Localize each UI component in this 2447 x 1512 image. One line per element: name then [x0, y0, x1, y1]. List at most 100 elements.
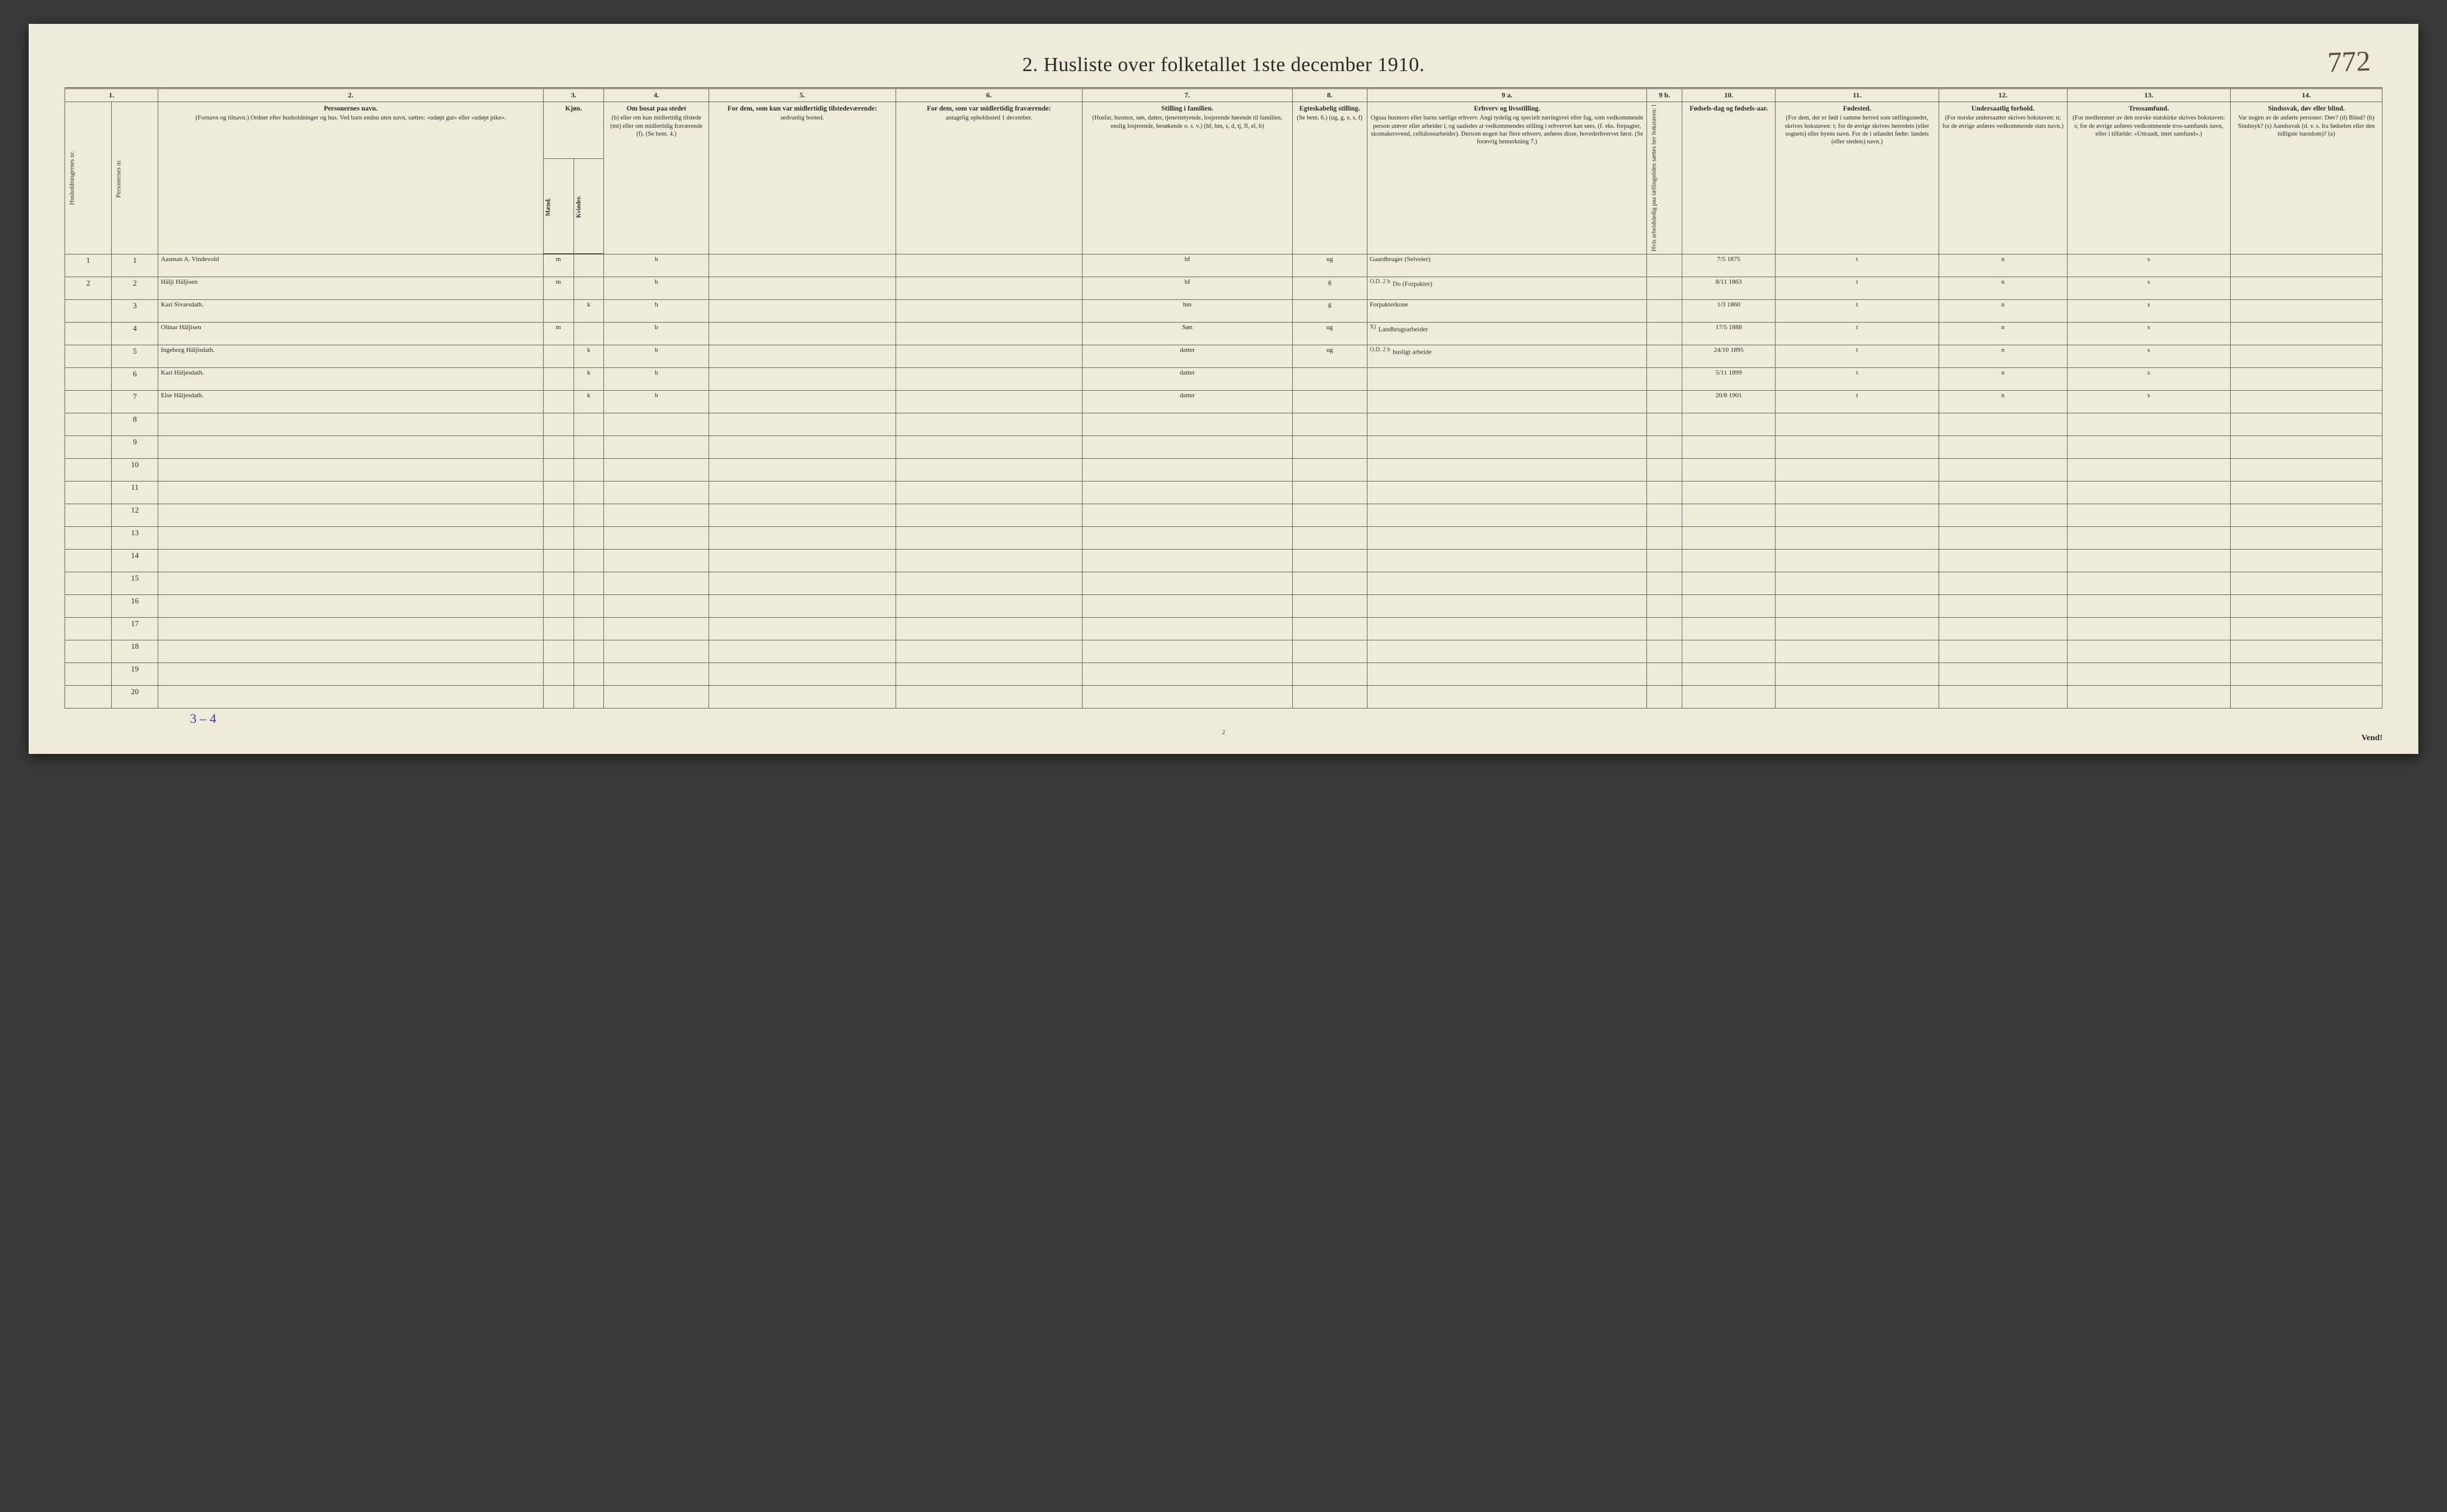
- head-family-pos: Stilling i familien. (Husfar, husmor, sø…: [1083, 102, 1293, 254]
- cell-empty: [158, 617, 544, 640]
- cell-empty: [2067, 504, 2230, 526]
- cell-name: Aasman A. Vindevold: [158, 254, 544, 277]
- head-temp-present: For dem, som kun var midlertidig tilsted…: [709, 102, 896, 254]
- head-c13-main: Trossamfund.: [2071, 105, 2227, 113]
- colnum-2: 2.: [158, 88, 544, 102]
- cell-nationality: n: [1939, 367, 2067, 390]
- cell-empty: [1647, 458, 1682, 481]
- cell-unemployed: [1647, 254, 1682, 277]
- cell-temp-present: [709, 254, 896, 277]
- cell-empty: [158, 526, 544, 549]
- cell-temp-absent: [896, 390, 1083, 413]
- cell-person-nr: 4: [112, 322, 158, 345]
- cell-empty: [604, 504, 709, 526]
- cell-empty: [1682, 458, 1776, 481]
- cell-birth: 20/8 1901: [1682, 390, 1776, 413]
- cell-empty: [1682, 481, 1776, 504]
- table-body: 11Aasman A. VindevoldmbhfugGaardbruger (…: [65, 254, 2382, 708]
- table-row: 15: [65, 572, 2382, 594]
- cell-marital: ug: [1292, 254, 1367, 277]
- cell-empty: [1682, 549, 1776, 572]
- cell-empty: [2230, 526, 2382, 549]
- cell-empty: [543, 640, 574, 663]
- turn-over-label: Vend!: [2362, 734, 2382, 743]
- cell-household-nr: 1: [65, 254, 112, 277]
- cell-sex-m: [543, 345, 574, 367]
- cell-nationality: n: [1939, 254, 2067, 277]
- cell-empty: [2067, 640, 2230, 663]
- cell-occupation: [1367, 390, 1647, 413]
- cell-empty: [158, 549, 544, 572]
- head-c13-sub: (For medlemmer av den norske statskirke …: [2072, 115, 2225, 137]
- cell-empty: [2067, 685, 2230, 708]
- cell-empty: [158, 435, 544, 458]
- cell-empty: [1939, 413, 2067, 435]
- table-row: 12: [65, 504, 2382, 526]
- cell-empty: [1367, 481, 1647, 504]
- cell-household-nr: [65, 345, 112, 367]
- cell-empty: [543, 458, 574, 481]
- cell-household-nr: [65, 435, 112, 458]
- cell-empty: [896, 458, 1083, 481]
- cell-empty: [1682, 572, 1776, 594]
- cell-person-nr: 17: [112, 617, 158, 640]
- cell-sex-k: k: [574, 299, 604, 322]
- cell-birth: 24/10 1895: [1682, 345, 1776, 367]
- table-row: 14: [65, 549, 2382, 572]
- cell-empty: [1776, 617, 1939, 640]
- cell-empty: [1776, 663, 1939, 685]
- cell-empty: [896, 572, 1083, 594]
- cell-birthplace: t: [1776, 367, 1939, 390]
- cell-empty: [574, 458, 604, 481]
- cell-temp-absent: [896, 277, 1083, 299]
- cell-empty: [158, 594, 544, 617]
- cell-empty: [574, 481, 604, 504]
- head-occupation: Erhverv og livsstilling. Ogsaa husmors e…: [1367, 102, 1647, 254]
- cell-household-nr: [65, 685, 112, 708]
- cell-sex-k: k: [574, 390, 604, 413]
- cell-empty: [709, 413, 896, 435]
- cell-sex-k: [574, 322, 604, 345]
- cell-sex-m: [543, 299, 574, 322]
- cell-family-pos: hm: [1083, 299, 1293, 322]
- cell-empty: [1939, 481, 2067, 504]
- cell-empty: [1083, 617, 1293, 640]
- table-row: 22Hälji HäljisenmbhfgO.D. 2 bDo (Forpakt…: [65, 277, 2382, 299]
- cell-household-nr: [65, 526, 112, 549]
- table-row: 10: [65, 458, 2382, 481]
- cell-occupation: [1367, 367, 1647, 390]
- cell-empty: [543, 617, 574, 640]
- cell-empty: [1682, 594, 1776, 617]
- cell-birth: 5/11 1899: [1682, 367, 1776, 390]
- cell-status: b: [604, 254, 709, 277]
- cell-household-nr: [65, 458, 112, 481]
- cell-name: Kari Sivarsdath.: [158, 299, 544, 322]
- cell-empty: [574, 435, 604, 458]
- colnum-5: 5.: [709, 88, 896, 102]
- cell-empty: [1647, 435, 1682, 458]
- cell-person-nr: 14: [112, 549, 158, 572]
- cell-empty: [1292, 458, 1367, 481]
- cell-empty: [709, 504, 896, 526]
- cell-empty: [1939, 435, 2067, 458]
- cell-household-nr: [65, 481, 112, 504]
- cell-unemployed: [1647, 322, 1682, 345]
- cell-temp-absent: [896, 367, 1083, 390]
- cell-person-nr: 13: [112, 526, 158, 549]
- cell-empty: [2230, 413, 2382, 435]
- cell-empty: [1367, 435, 1647, 458]
- cell-empty: [2230, 504, 2382, 526]
- head-res-main: Om bosat paa stedet: [607, 105, 706, 113]
- cell-empty: [2230, 572, 2382, 594]
- cell-empty: [709, 549, 896, 572]
- cell-empty: [574, 572, 604, 594]
- head-c6-sub: antagelig opholdssted 1 december.: [946, 115, 1032, 121]
- cell-empty: [1647, 504, 1682, 526]
- cell-empty: [1682, 663, 1776, 685]
- cell-empty: [896, 594, 1083, 617]
- cell-birth: 8/11 1863: [1682, 277, 1776, 299]
- head-nationality: Undersaatlig forhold. (For norske unders…: [1939, 102, 2067, 254]
- cell-person-nr: 9: [112, 435, 158, 458]
- cell-empty: [709, 458, 896, 481]
- head-marital: Egteskabelig stilling. (Se bem. 6.) (ug,…: [1292, 102, 1367, 254]
